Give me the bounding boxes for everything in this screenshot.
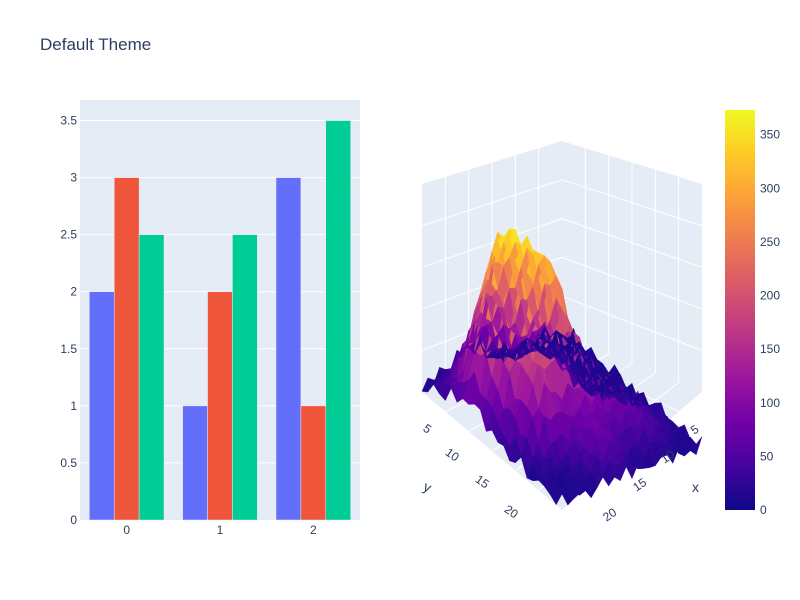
- y-tick-label: 20: [502, 502, 521, 521]
- bar: [275, 177, 302, 521]
- surface-patch: [690, 436, 703, 456]
- y-axis-title: y: [421, 478, 434, 495]
- colorbar-tick-labels: 0 50 100 150 200 250 300 350: [760, 128, 780, 517]
- scene-gridline: [421, 218, 563, 268]
- y-tick-label: 0: [70, 513, 77, 527]
- y-tick-label: 3: [70, 171, 77, 185]
- bar: [89, 291, 115, 521]
- bar: [113, 177, 140, 521]
- colorbar-gradient: [725, 110, 755, 510]
- bar: [325, 120, 351, 521]
- colorbar-tick-label: 150: [760, 342, 780, 356]
- bar: [138, 234, 165, 521]
- bar: [300, 405, 327, 521]
- y-tick-label: 3.5: [60, 114, 77, 128]
- x-tick-label: 5: [688, 422, 702, 437]
- x-axis-title: x: [692, 479, 699, 495]
- x-tick-label: 2: [310, 523, 317, 537]
- x-tick-label: 15: [630, 475, 649, 494]
- bar: [182, 405, 208, 521]
- colorbar-tick-label: 350: [760, 128, 780, 142]
- colorbar: 0 50 100 150 200 250 300 350: [725, 110, 780, 517]
- scene-gridline: [561, 179, 703, 227]
- y-tick-label: 10: [443, 445, 462, 464]
- bar-chart: 0 0.5 1 1.5 2 2.5 3 3.5 0 1 2: [60, 100, 360, 537]
- scene-gridline: [561, 256, 703, 310]
- surface-mesh: [421, 228, 703, 506]
- y-tick-label: 1.5: [60, 342, 77, 356]
- x-tick-label: 1: [217, 523, 224, 537]
- x-tick-label: 0: [123, 523, 130, 537]
- colorbar-tick-label: 50: [760, 449, 774, 463]
- scene-gridline: [561, 295, 703, 351]
- colorbar-tick-label: 300: [760, 181, 780, 195]
- bar-marks: [89, 120, 351, 521]
- scene-gridline: [561, 218, 703, 268]
- y-tick-label: 2: [70, 285, 77, 299]
- colorbar-tick-label: 250: [760, 235, 780, 249]
- scene-gridlines: [421, 148, 703, 491]
- y-tick-label: 5: [421, 421, 435, 436]
- bar-x-tick-labels: 0 1 2: [123, 523, 317, 537]
- y-tick-label: 15: [473, 472, 492, 491]
- y-tick-label: 1: [70, 399, 77, 413]
- y-tick-label: 2.5: [60, 228, 77, 242]
- chart-title: Default Theme: [40, 35, 151, 54]
- colorbar-tick-label: 200: [760, 289, 780, 303]
- colorbar-tick-label: 100: [760, 396, 780, 410]
- scene-gridline: [421, 179, 563, 227]
- bar-y-tick-labels: 0 0.5 1 1.5 2 2.5 3 3.5: [60, 114, 77, 527]
- bar: [232, 234, 258, 521]
- y-tick-label: 0.5: [60, 456, 77, 470]
- x-tick-label: 20: [600, 505, 619, 524]
- colorbar-tick-label: 0: [760, 503, 767, 517]
- bar: [207, 291, 233, 521]
